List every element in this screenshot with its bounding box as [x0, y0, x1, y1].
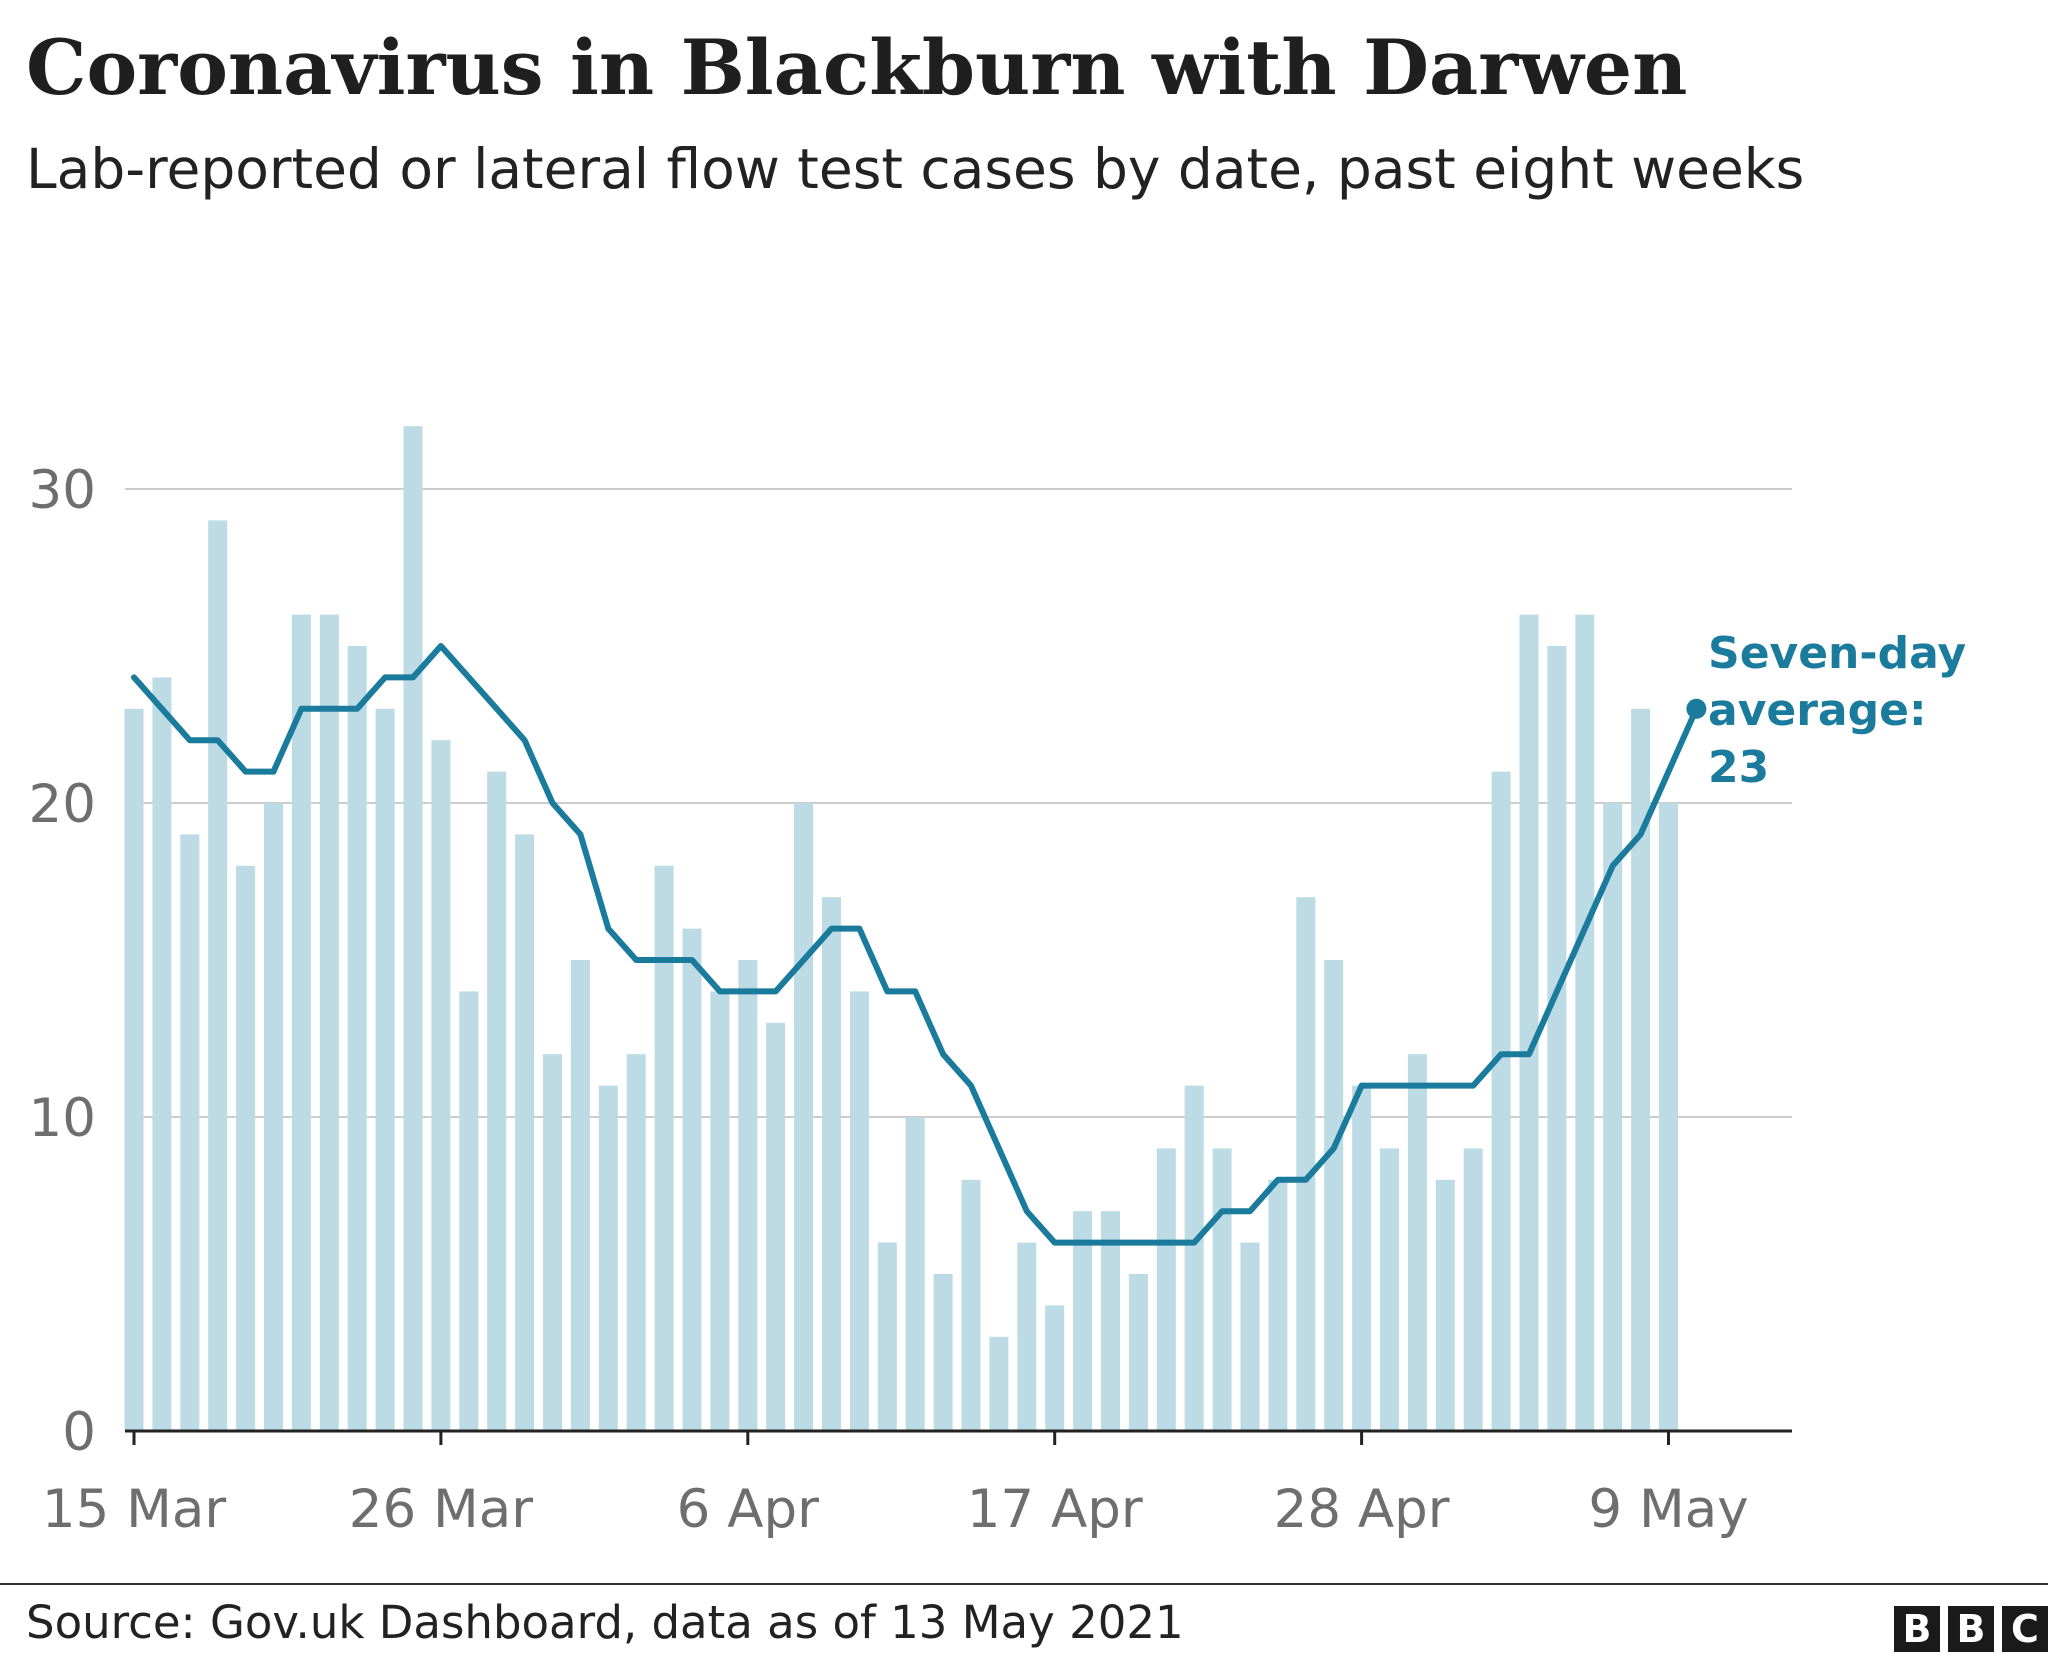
gridlines [125, 488, 1792, 1118]
bar [403, 426, 423, 1431]
bar [180, 834, 200, 1431]
bar [515, 834, 535, 1431]
bar [487, 771, 507, 1431]
bar [654, 865, 674, 1431]
bar [1073, 1211, 1093, 1431]
bar [347, 646, 367, 1431]
bar [710, 991, 730, 1431]
x-tick-label: 15 Mar [42, 1479, 226, 1540]
bar [459, 991, 479, 1431]
bar [208, 520, 228, 1431]
source-note: Source: Gov.uk Dashboard, data as of 13 … [26, 1596, 1184, 1649]
bar [264, 803, 283, 1431]
bar [543, 1054, 562, 1431]
bar [1240, 1242, 1260, 1431]
bar [933, 1274, 953, 1431]
x-tick-label: 28 Apr [1274, 1479, 1450, 1540]
bar [1547, 646, 1567, 1431]
bar [961, 1179, 981, 1431]
seven-day-average-line [131, 643, 1707, 1246]
bar [905, 1117, 925, 1431]
bar [766, 1022, 786, 1431]
bar [1380, 1148, 1399, 1431]
bar [1463, 1148, 1483, 1431]
bar [570, 960, 590, 1431]
footer-divider [0, 1583, 2048, 1585]
bar [1631, 708, 1651, 1431]
bar [598, 1085, 618, 1431]
bar [319, 614, 339, 1431]
bar [431, 740, 451, 1431]
bar [626, 1054, 646, 1431]
y-axis-labels: 0 10 20 30 [29, 460, 96, 1463]
bar [1407, 1054, 1427, 1431]
y-tick-label: 20 [29, 774, 96, 835]
bar [1603, 803, 1623, 1431]
y-tick-label: 10 [29, 1088, 96, 1149]
annotation-line: Seven-day [1708, 628, 1966, 679]
bar [1156, 1148, 1176, 1431]
bar [1659, 803, 1678, 1431]
seven-day-average-annotation: Seven-day average: 23 [1708, 628, 1966, 793]
bar [1296, 897, 1316, 1431]
x-axis [125, 1429, 1792, 1445]
annotation-line: 23 [1708, 742, 1769, 793]
bar [291, 614, 311, 1431]
average-end-point [1686, 698, 1707, 719]
bar [738, 960, 758, 1431]
logo-letter: B [1948, 1606, 1994, 1652]
bar [375, 708, 395, 1431]
bar [124, 708, 144, 1431]
bar [682, 928, 702, 1431]
bar [1519, 614, 1539, 1431]
bar [1045, 1305, 1065, 1431]
average-line [131, 643, 1700, 1246]
daily-cases-bars [124, 426, 1678, 1431]
logo-letter: B [1894, 1606, 1940, 1652]
y-tick-label: 0 [62, 1402, 96, 1463]
bar [152, 677, 172, 1431]
bar [1435, 1179, 1455, 1431]
x-tick-label: 26 Mar [349, 1479, 533, 1540]
annotation-line: average: [1708, 685, 1927, 736]
bar [1324, 960, 1344, 1431]
bar [822, 897, 841, 1431]
bar [794, 803, 814, 1431]
bar [1352, 1085, 1372, 1431]
bar [236, 865, 256, 1431]
bar [1268, 1179, 1288, 1431]
bar [1491, 771, 1511, 1431]
chart-title: Coronavirus in Blackburn with Darwen [26, 23, 1688, 112]
bar [1212, 1148, 1232, 1431]
bar [989, 1336, 1009, 1431]
bar [849, 991, 869, 1431]
bar [1128, 1274, 1148, 1431]
x-tick-label: 6 Apr [677, 1479, 819, 1540]
bar [1575, 614, 1595, 1431]
x-tick-label: 9 May [1588, 1479, 1748, 1540]
bar [877, 1242, 897, 1431]
bar [1017, 1242, 1037, 1431]
x-tick-label: 17 Apr [967, 1479, 1143, 1540]
y-tick-label: 30 [29, 460, 96, 521]
bbc-logo: B B C [1894, 1606, 2048, 1652]
bar [1184, 1085, 1204, 1431]
bar [1101, 1211, 1120, 1431]
x-axis-labels: 15 Mar 26 Mar 6 Apr 17 Apr 28 Apr 9 May [42, 1479, 1749, 1540]
logo-letter: C [2002, 1606, 2048, 1652]
chart-subtitle: Lab-reported or lateral flow test cases … [26, 137, 1805, 201]
